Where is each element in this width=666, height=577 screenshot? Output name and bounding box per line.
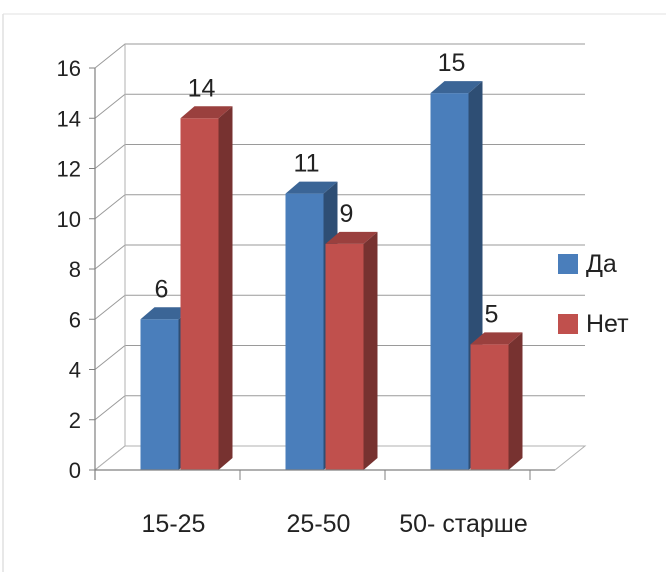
bar-top (180, 106, 233, 119)
x-tick-label: 50- старше (399, 510, 528, 538)
legend-label: Да (586, 250, 617, 278)
y-tick-label: 2 (69, 408, 81, 433)
bar-side (218, 106, 233, 470)
y-tick-label: 8 (69, 257, 81, 282)
bar (140, 319, 179, 470)
gridline (94, 43, 585, 69)
x-tick-label: 15-25 (142, 510, 206, 538)
data-label: 14 (188, 74, 216, 102)
bar (285, 193, 324, 470)
x-tick-label: 25-50 (287, 510, 351, 538)
bar (430, 93, 469, 470)
y-tick-label: 10 (57, 207, 81, 232)
axes: 0 2 4 6 8 10 12 14 16 15-25 25-50 50- старше (57, 56, 555, 538)
y-tick-label: 0 (69, 458, 81, 483)
bar-top (470, 332, 523, 345)
bar-top (430, 81, 483, 94)
bar (180, 118, 219, 470)
bar (325, 243, 364, 470)
data-label: 15 (438, 49, 466, 77)
gridline (94, 93, 585, 119)
legend-swatch (558, 314, 578, 334)
y-tick-label: 12 (57, 157, 81, 182)
data-label: 6 (155, 275, 169, 303)
y-tick-label: 6 (69, 307, 81, 332)
bar-side (508, 332, 523, 470)
legend-label: Нет (586, 310, 629, 338)
y-tick-label: 14 (57, 106, 81, 131)
bars (140, 81, 523, 470)
data-label: 9 (340, 200, 354, 228)
data-label: 11 (294, 150, 320, 178)
bar-top (285, 181, 338, 194)
bar-top (140, 307, 193, 320)
bar-top (325, 231, 378, 244)
legend-swatch (558, 254, 578, 274)
data-labels: 6 14 11 9 15 5 (155, 49, 499, 328)
gridline (94, 144, 585, 169)
y-tick-label: 4 (69, 358, 81, 383)
bar (470, 344, 509, 470)
bar-side (363, 231, 378, 470)
data-label: 5 (485, 300, 499, 328)
y-tick-label: 16 (57, 56, 81, 81)
legend: Да Нет (558, 250, 629, 338)
